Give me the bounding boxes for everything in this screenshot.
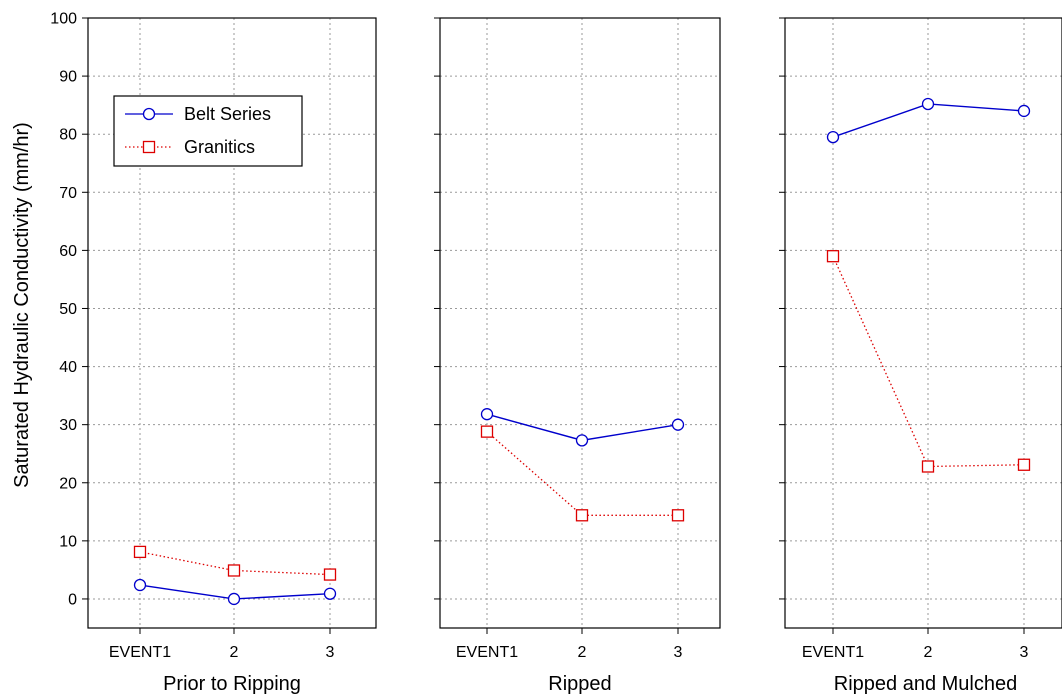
x-tick-label: 3: [326, 644, 335, 661]
belt-series-point: [227, 592, 241, 606]
y-tick-label: 0: [68, 591, 77, 608]
granitics-line: [832, 255, 1025, 468]
x-tick-label: 2: [230, 644, 239, 661]
y-tick-label: 10: [59, 533, 77, 550]
panel-label: Ripped: [548, 673, 611, 695]
panel-label: Ripped and Mulched: [834, 673, 1017, 695]
plot-frame: [87, 17, 377, 629]
belt-series-point: [480, 408, 494, 421]
y-tick-label: 90: [59, 69, 77, 86]
granitics-point: [826, 250, 840, 263]
legend-label-belt-series: Belt Series: [184, 104, 271, 124]
x-tick-label: 3: [674, 644, 683, 661]
y-tick-label: 20: [59, 475, 77, 492]
y-tick-label: 70: [59, 185, 77, 202]
panel-2: EVENT1 2 3 Ripped: [434, 17, 721, 695]
x-tick-label: 2: [924, 644, 933, 661]
granitics-point: [227, 564, 241, 577]
belt-series-point: [133, 578, 147, 592]
panel-label: Prior to Ripping: [163, 673, 301, 695]
y-tick-label: 50: [59, 301, 77, 318]
belt-series-point: [826, 130, 840, 144]
legend: Belt Series Granitics: [113, 95, 303, 167]
y-tick-label: 80: [59, 127, 77, 144]
granitics-point: [480, 425, 494, 438]
y-tick-label: 30: [59, 417, 77, 434]
y-tick-label: 100: [50, 11, 77, 28]
legend-marker-belt-series: [142, 107, 156, 121]
belt-series-point: [323, 587, 337, 600]
belt-series-point: [575, 434, 589, 447]
granitics-point: [575, 509, 589, 522]
belt-series-point: [921, 97, 935, 111]
granitics-point: [671, 509, 685, 522]
legend-marker-granitics: [142, 140, 156, 154]
x-tick-label: EVENT1: [456, 644, 518, 661]
granitics-point: [133, 545, 147, 559]
x-tick-label: EVENT1: [109, 644, 171, 661]
plot-frame: [439, 17, 721, 629]
belt-series-point: [1017, 104, 1031, 118]
y-axis-label: Saturated Hydraulic Conductivity (mm/hr): [11, 122, 33, 488]
x-tick-label: 3: [1020, 644, 1029, 661]
legend-box: [113, 95, 303, 167]
legend-label-granitics: Granitics: [184, 137, 255, 157]
y-tick-label: 40: [59, 359, 77, 376]
granitics-point: [323, 568, 337, 581]
granitics-point: [921, 460, 935, 473]
granitics-point: [1017, 458, 1031, 471]
belt-series-point: [671, 418, 685, 431]
x-tick-label: EVENT1: [802, 644, 864, 661]
plot-frame: [784, 17, 1062, 629]
y-tick-label: 60: [59, 243, 77, 260]
x-tick-label: 2: [578, 644, 587, 661]
